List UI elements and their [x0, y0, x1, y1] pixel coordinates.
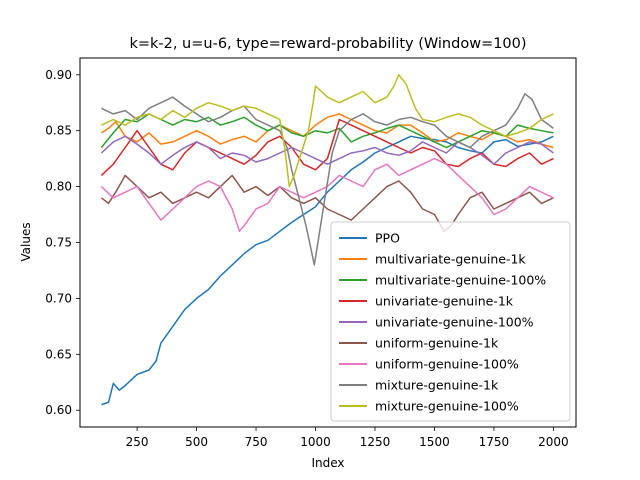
legend-label-3: univariate-genuine-1k	[375, 294, 514, 309]
x-tick-label: 1000	[300, 435, 331, 449]
plot-lines	[100, 74, 554, 406]
y-tick-label: 0.75	[45, 236, 72, 250]
x-axis-label: Index	[311, 456, 344, 470]
series-line-1	[100, 113, 554, 149]
y-axis-label: Values	[19, 222, 33, 261]
legend: PPO multivariate-genuine-1k multivariate-g…	[330, 221, 571, 422]
series-line-7	[101, 93, 554, 266]
x-tick-label: 500	[185, 435, 208, 449]
x-axis-ticks: 250 500 750 1000 1250 1500 1750 2000	[126, 427, 569, 449]
y-axis-ticks: 0.60 0.65 0.70 0.75 0.80 0.85 0.90	[45, 68, 80, 417]
series-line-6	[100, 157, 554, 233]
x-tick-label: 250	[126, 435, 149, 449]
legend-label-7: mixture-genuine-1k	[375, 378, 499, 393]
x-tick-label: 750	[245, 435, 268, 449]
y-tick-label: 0.90	[45, 68, 72, 82]
x-tick-label: 1250	[360, 435, 391, 449]
legend-label-5: uniform-genuine-1k	[375, 336, 499, 351]
chart-title: k=k-2, u=u-6, type=reward-probability (W…	[129, 36, 526, 52]
x-tick-label: 1750	[479, 435, 510, 449]
legend-label-2: multivariate-genuine-100%	[375, 273, 546, 288]
series-line-5	[100, 174, 554, 233]
legend-label-4: univariate-genuine-100%	[375, 315, 534, 330]
series-line-3	[100, 118, 554, 176]
legend-label-0: PPO	[375, 231, 400, 246]
legend-box	[330, 221, 571, 422]
y-tick-label: 0.65	[45, 347, 72, 361]
y-tick-label: 0.85	[45, 124, 72, 138]
y-tick-label: 0.80	[45, 180, 72, 194]
legend-label-8: mixture-genuine-100%	[375, 399, 519, 414]
legend-label-6: uniform-genuine-100%	[375, 357, 519, 372]
series-line-8	[101, 74, 554, 188]
series-line-2	[100, 113, 554, 149]
series-line-0	[101, 135, 554, 406]
y-tick-label: 0.60	[45, 403, 72, 417]
x-tick-label: 1500	[419, 435, 450, 449]
x-tick-label: 2000	[538, 435, 569, 449]
legend-label-1: multivariate-genuine-1k	[375, 252, 526, 267]
series-line-4	[100, 135, 554, 165]
y-tick-label: 0.70	[45, 291, 72, 305]
